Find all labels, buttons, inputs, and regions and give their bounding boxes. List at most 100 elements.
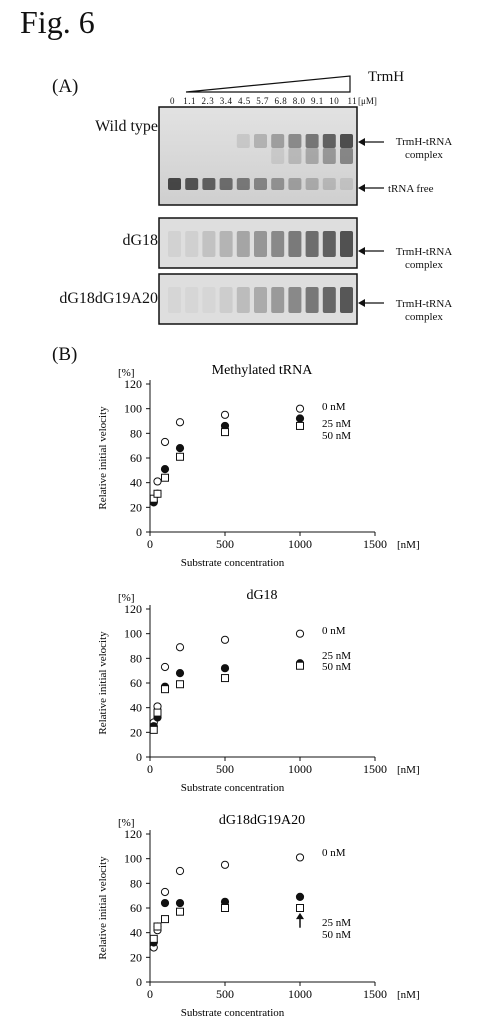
gel-band bbox=[271, 178, 285, 190]
y-tick-label: 100 bbox=[124, 402, 142, 416]
gel-band bbox=[340, 178, 353, 190]
arrow-head bbox=[296, 912, 304, 920]
gel-band bbox=[202, 287, 216, 313]
y-tick-label: 80 bbox=[130, 651, 142, 665]
gel-band bbox=[185, 178, 199, 190]
x-tick-label: 1000 bbox=[288, 762, 312, 776]
chart-title: dG18dG19A20 bbox=[219, 813, 305, 828]
y-tick-label: 100 bbox=[124, 627, 142, 641]
y-tick-label: 80 bbox=[130, 876, 142, 890]
data-point-open-square bbox=[149, 725, 158, 734]
series-label: 50 nM bbox=[322, 929, 351, 941]
series-label: 25 nM bbox=[322, 418, 351, 430]
x-tick-label: 1500 bbox=[363, 762, 387, 776]
data-point-filled-circle bbox=[295, 414, 305, 423]
data-point-open-circle bbox=[175, 866, 185, 876]
data-point-filled-circle bbox=[175, 444, 185, 453]
gel-band bbox=[322, 231, 336, 257]
gel-band bbox=[254, 134, 267, 148]
data-point-open-circle bbox=[295, 404, 305, 413]
gel-band bbox=[271, 148, 285, 164]
data-point-open-square bbox=[296, 421, 304, 430]
y-axis-label: Relative initial velocity bbox=[97, 856, 109, 960]
series-label: 0 nM bbox=[322, 625, 346, 637]
y-unit: [%] bbox=[118, 367, 135, 379]
x-tick-label: 1500 bbox=[363, 987, 387, 1001]
chart-dG18: dG18 [%] 0 20 40 60 80 100 120 0 500 1000 1500 [nM] Su… bbox=[97, 588, 420, 794]
annotation-complex-wild-type: TrmH-tRNA complex bbox=[395, 136, 453, 161]
data-point-open-square bbox=[221, 428, 229, 437]
data-point-filled-circle bbox=[160, 898, 170, 908]
trmh-gradient-wedge bbox=[185, 75, 351, 93]
x-unit: [nM] bbox=[397, 764, 420, 776]
data-point-open-square bbox=[176, 907, 184, 916]
data-point-open-square bbox=[161, 915, 169, 924]
y-tick-label: 0 bbox=[136, 750, 142, 764]
gel-band bbox=[168, 231, 181, 257]
x-tick-label: 0 bbox=[147, 537, 153, 551]
y-tick-label: 40 bbox=[130, 476, 142, 490]
x-tick-label: 500 bbox=[216, 987, 234, 1001]
figure-title: Fig. 6 bbox=[20, 4, 95, 40]
x-tick-label: 500 bbox=[216, 537, 234, 551]
gel-band bbox=[254, 231, 267, 257]
gel-band bbox=[340, 287, 353, 313]
panel-a-label: (A) bbox=[52, 76, 79, 97]
gel-band bbox=[202, 178, 216, 190]
data-point-open-circle bbox=[153, 477, 162, 486]
series-label: 25 nM bbox=[322, 917, 351, 929]
y-tick-label: 20 bbox=[130, 500, 142, 514]
gel-band bbox=[168, 178, 181, 190]
gel-band bbox=[271, 287, 285, 313]
gel-band bbox=[305, 231, 319, 257]
gel-band bbox=[236, 178, 250, 190]
chart-title: Methylated tRNA bbox=[212, 363, 314, 378]
gel-band bbox=[288, 148, 302, 164]
chart-methylated-tRNA: Methylated tRNA [%] 0 20 40 60 80 100 120 0 500 100… bbox=[97, 363, 420, 569]
data-point-open-square bbox=[296, 904, 304, 912]
data-point-filled-circle bbox=[160, 465, 170, 474]
x-axis-label: Substrate concentration bbox=[181, 1007, 285, 1019]
gel-band bbox=[305, 287, 319, 313]
chart-title: dG18 bbox=[246, 588, 277, 603]
gel-band bbox=[219, 231, 233, 257]
annotation-tRNA-free: tRNA free bbox=[388, 183, 434, 195]
x-unit: [nM] bbox=[397, 539, 420, 551]
data-point-open-circle bbox=[160, 662, 170, 672]
y-tick-label: 100 bbox=[124, 852, 142, 866]
data-point-filled-circle bbox=[220, 664, 230, 673]
data-point-open-circle bbox=[160, 887, 170, 897]
data-point-open-square bbox=[221, 904, 229, 912]
data-point-open-square bbox=[221, 674, 229, 683]
series-label: 50 nM bbox=[322, 430, 351, 442]
y-tick-label: 0 bbox=[136, 975, 142, 989]
data-point-open-circle bbox=[175, 418, 185, 427]
trmh-label: TrmH bbox=[368, 69, 405, 85]
y-tick-label: 20 bbox=[130, 725, 142, 739]
series-label: 50 nM bbox=[322, 661, 351, 673]
annotation-complex-dG18dG19A20: TrmH-tRNA complex bbox=[395, 298, 453, 323]
y-tick-label: 0 bbox=[136, 525, 142, 539]
gel-band bbox=[340, 231, 353, 257]
data-point-open-circle bbox=[220, 410, 230, 419]
gel-band bbox=[236, 134, 250, 148]
x-unit: [nM] bbox=[397, 989, 420, 1001]
data-point-open-circle bbox=[175, 643, 185, 652]
x-tick-label: 1000 bbox=[288, 987, 312, 1001]
concentration-labels: 0 1.1 2.3 3.4 4.5 5.7 6.8 8.0 9.1 10 11 bbox=[170, 96, 358, 106]
gel-band bbox=[322, 287, 336, 313]
data-point-open-square bbox=[176, 452, 184, 461]
gel-band bbox=[185, 287, 199, 313]
data-point-filled-circle bbox=[175, 898, 185, 908]
gel-band bbox=[305, 134, 319, 148]
gel-image-wild-type bbox=[158, 106, 358, 206]
gel-band bbox=[219, 178, 233, 190]
gel-band bbox=[288, 178, 302, 190]
series-label: 0 nM bbox=[322, 847, 346, 859]
data-point-open-square bbox=[296, 661, 304, 670]
gel-band bbox=[254, 287, 267, 313]
gel-band bbox=[271, 134, 285, 148]
y-unit: [%] bbox=[118, 592, 135, 604]
data-point-filled-circle bbox=[295, 892, 305, 902]
data-point-open-square bbox=[149, 934, 158, 943]
